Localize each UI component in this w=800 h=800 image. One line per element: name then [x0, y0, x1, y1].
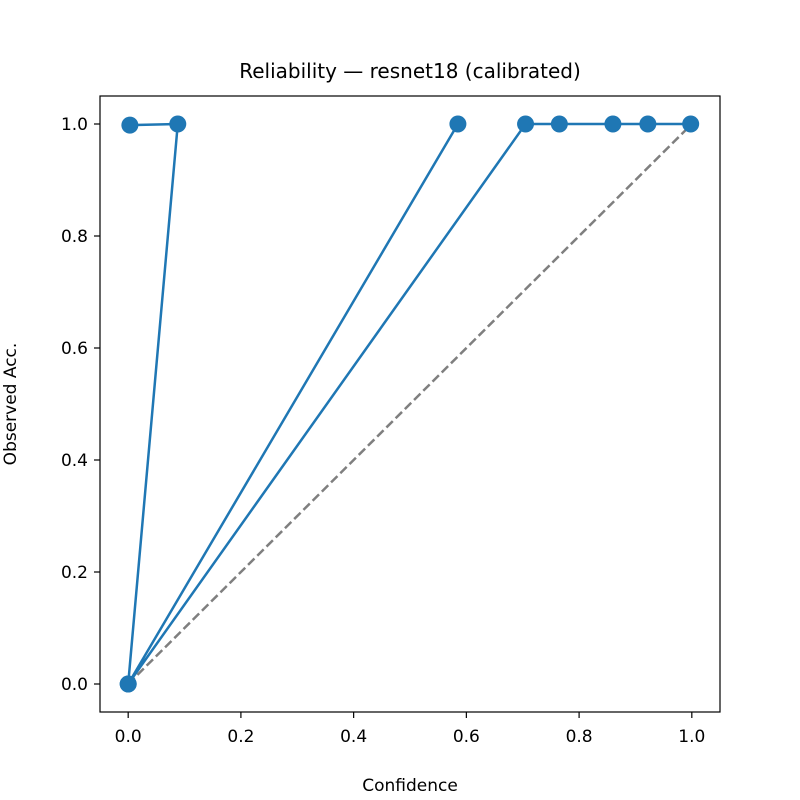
y-tick-label: 1.0: [61, 115, 88, 135]
x-tick-label: 0.2: [227, 727, 254, 747]
reference-diagonal-line: [127, 123, 693, 685]
y-axis-label: Observed Acc.: [1, 343, 21, 466]
plot-frame: [99, 95, 721, 713]
y-tick-label: 0.2: [61, 563, 88, 583]
data-point: [682, 115, 700, 133]
chart-title: Reliability — resnet18 (calibrated): [239, 59, 581, 83]
y-tick-label: 0.6: [61, 339, 88, 359]
x-tick-label: 0.8: [566, 727, 593, 747]
x-tick-label: 0.0: [115, 727, 142, 747]
data-point: [550, 115, 568, 133]
series-layer: [119, 115, 700, 693]
y-tick-label: 0.4: [61, 451, 88, 471]
data-point: [449, 115, 467, 133]
y-tick-label: 0.8: [61, 227, 88, 247]
x-tick-label: 0.4: [340, 727, 367, 747]
data-point: [169, 115, 187, 133]
data-point: [121, 116, 139, 134]
x-tick-label: 1.0: [678, 727, 705, 747]
y-tick-label: 0.0: [61, 675, 88, 695]
data-point: [604, 115, 622, 133]
data-point: [639, 115, 657, 133]
data-point: [119, 675, 137, 693]
series-line: [126, 122, 691, 686]
reference-line-layer: [127, 123, 693, 685]
x-tick-label: 0.6: [453, 727, 480, 747]
data-point: [517, 115, 535, 133]
x-axis-label: Confidence: [362, 776, 458, 796]
x-axis-ticks: 0.0 0.2 0.4 0.6 0.8 1.0: [115, 712, 705, 747]
y-axis-ticks: 0.0 0.2 0.4 0.6 0.8 1.0: [61, 115, 100, 695]
